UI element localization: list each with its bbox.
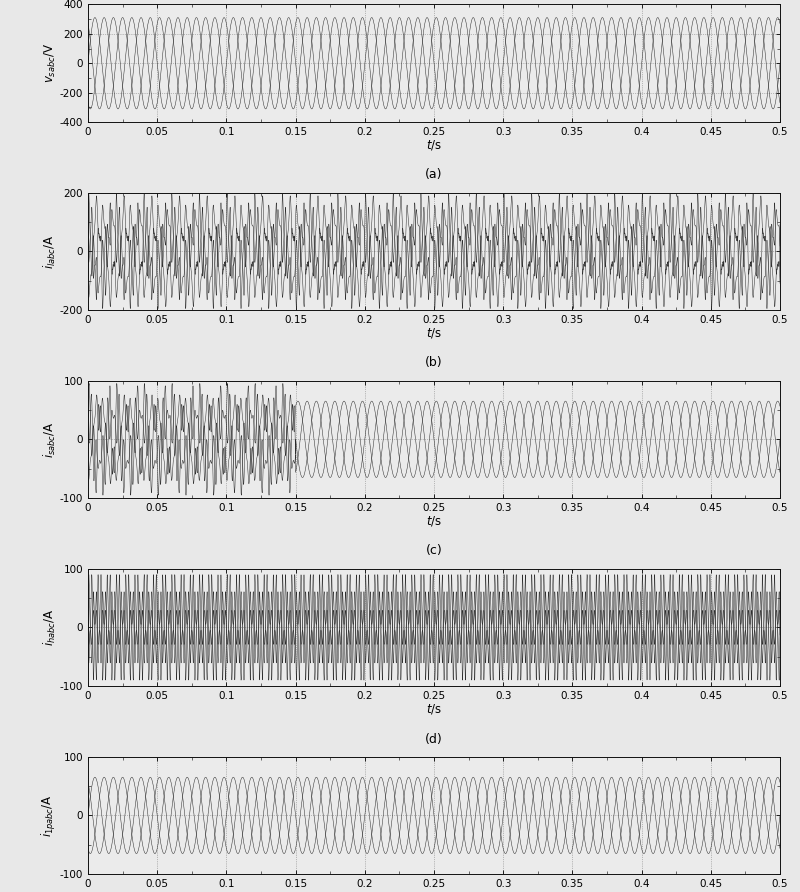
X-axis label: $t$/s: $t$/s [426, 326, 442, 340]
X-axis label: $t$/s: $t$/s [426, 515, 442, 528]
Y-axis label: $i_{habc}$/A: $i_{habc}$/A [42, 608, 58, 646]
Text: (a): (a) [426, 169, 442, 181]
Text: (c): (c) [426, 544, 442, 558]
Text: (b): (b) [425, 357, 443, 369]
X-axis label: $t$/s: $t$/s [426, 702, 442, 716]
Y-axis label: $i_{sabc}$/A: $i_{sabc}$/A [42, 421, 58, 458]
Text: (d): (d) [425, 732, 443, 746]
X-axis label: $t$/s: $t$/s [426, 138, 442, 153]
Y-axis label: $v_{sabc}$/V: $v_{sabc}$/V [43, 43, 58, 83]
Y-axis label: $i_{labc}$/A: $i_{labc}$/A [42, 234, 58, 268]
X-axis label: $t$/s: $t$/s [426, 890, 442, 892]
Y-axis label: $i_{1pabc}$/A: $i_{1pabc}$/A [40, 794, 58, 837]
